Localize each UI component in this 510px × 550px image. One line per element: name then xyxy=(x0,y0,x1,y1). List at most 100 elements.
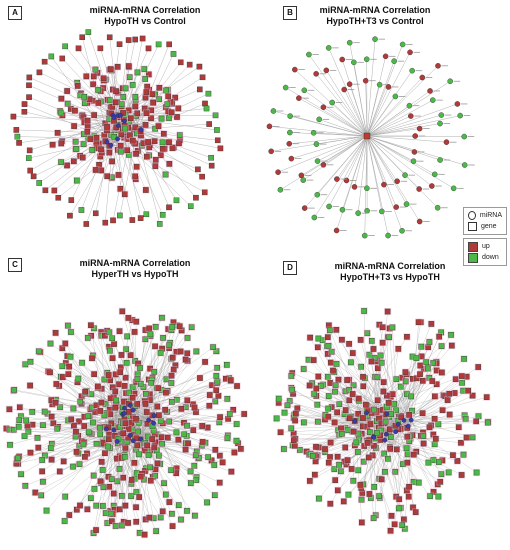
gene-node-up xyxy=(212,447,219,453)
gene-node-up xyxy=(162,407,168,413)
gene-node-down xyxy=(152,324,159,330)
gene-node-up xyxy=(395,346,402,352)
gene-node-down xyxy=(92,66,99,73)
gene-node-up xyxy=(152,343,158,350)
gene-node-down xyxy=(388,411,394,417)
gene-node-down xyxy=(289,386,295,393)
gene-node-up xyxy=(125,315,132,321)
gene-node-down xyxy=(281,409,288,416)
network-d xyxy=(272,307,492,535)
gene-node-down xyxy=(25,155,32,161)
gene-node-up xyxy=(458,472,465,478)
mirna-node xyxy=(138,436,144,442)
gene-node-down xyxy=(112,523,119,529)
gene-node-up xyxy=(142,122,149,128)
gene-node-up xyxy=(113,88,119,94)
gene-node-down xyxy=(403,445,410,452)
gene-node-down xyxy=(184,422,190,429)
gene-node-up xyxy=(59,55,66,62)
panel-c-letter: C xyxy=(8,258,22,272)
mirna-node-down xyxy=(361,232,368,239)
hub-gene-node xyxy=(363,132,371,140)
gene-node-up xyxy=(90,73,97,80)
gene-node-up xyxy=(444,397,451,403)
edge xyxy=(93,328,125,409)
gene-node-down xyxy=(233,421,240,427)
gene-node-up xyxy=(176,140,182,147)
gene-node-down xyxy=(184,335,191,341)
gene-node-down xyxy=(117,148,124,155)
gene-node-up xyxy=(10,113,17,120)
gene-node-down xyxy=(204,499,210,506)
gene-node-down xyxy=(15,455,21,462)
mirna-node-down xyxy=(282,84,289,91)
gene-node-up xyxy=(155,385,162,392)
edge xyxy=(366,135,397,208)
gene-node-up xyxy=(133,518,139,525)
gene-node-up xyxy=(165,93,171,100)
gene-node-up xyxy=(149,436,155,442)
gene-node-up xyxy=(59,374,66,380)
gene-node-down xyxy=(123,360,130,366)
mirna-node xyxy=(130,407,136,413)
gene-node-down xyxy=(404,451,411,458)
gene-node-up xyxy=(71,123,77,129)
gene-node-up xyxy=(127,115,134,122)
gene-node-down xyxy=(97,431,103,438)
mirna-node xyxy=(103,426,109,432)
gene-node-down xyxy=(129,82,136,88)
mirna-node-down xyxy=(379,208,385,215)
edge xyxy=(110,419,149,514)
gene-node-down xyxy=(118,101,125,107)
gene-node-up xyxy=(132,173,138,180)
edge xyxy=(366,135,398,182)
gene-node-down xyxy=(188,324,195,331)
gene-node-up xyxy=(129,217,136,223)
gene-node-up xyxy=(117,142,124,149)
gene-node-up xyxy=(206,392,213,398)
gene-node-up xyxy=(325,334,331,340)
gene-node-up xyxy=(371,443,377,449)
gene-node-up xyxy=(313,385,320,392)
mirna-node-down xyxy=(364,185,370,192)
gene-node-down xyxy=(158,115,165,122)
gene-node-up xyxy=(168,372,175,379)
gene-node-down xyxy=(203,105,210,112)
gene-node-down xyxy=(170,51,177,57)
gene-node-up xyxy=(119,308,126,315)
gene-node-up xyxy=(106,436,112,443)
gene-node-down xyxy=(273,415,280,422)
gene-node-up xyxy=(439,407,446,413)
panel-d-letter: D xyxy=(283,261,297,275)
gene-node-down xyxy=(338,468,344,475)
gene-node-up xyxy=(391,521,398,528)
gene-node-down xyxy=(224,362,230,368)
gene-node-down xyxy=(40,478,46,485)
gene-node-up xyxy=(455,424,462,431)
edge xyxy=(349,42,368,137)
mirna-node-up xyxy=(427,88,433,94)
gene-node-down xyxy=(74,177,80,184)
gene-node-up xyxy=(389,391,396,397)
gene-node-down xyxy=(157,350,164,356)
gene-node-down xyxy=(85,29,92,35)
mirna-node-down xyxy=(326,203,332,210)
edge xyxy=(366,135,438,208)
gene-node-up xyxy=(172,94,178,101)
edge xyxy=(304,90,368,137)
gene-node-up xyxy=(197,375,203,381)
mirna-node-down xyxy=(270,108,277,114)
gene-node-up xyxy=(184,350,191,357)
gene-node-down xyxy=(175,502,182,508)
gene-node-up xyxy=(159,508,166,515)
gene-node-up xyxy=(72,107,78,114)
gene-node-down xyxy=(134,69,141,76)
gene-node-up xyxy=(16,140,22,146)
gene-node-up xyxy=(116,381,122,388)
mirna-node xyxy=(116,123,121,128)
gene-node-up xyxy=(131,460,138,466)
gene-node-down xyxy=(107,347,113,354)
gene-node-down xyxy=(224,396,231,402)
gene-node-down xyxy=(29,409,36,415)
mirna-node-down xyxy=(351,59,357,66)
